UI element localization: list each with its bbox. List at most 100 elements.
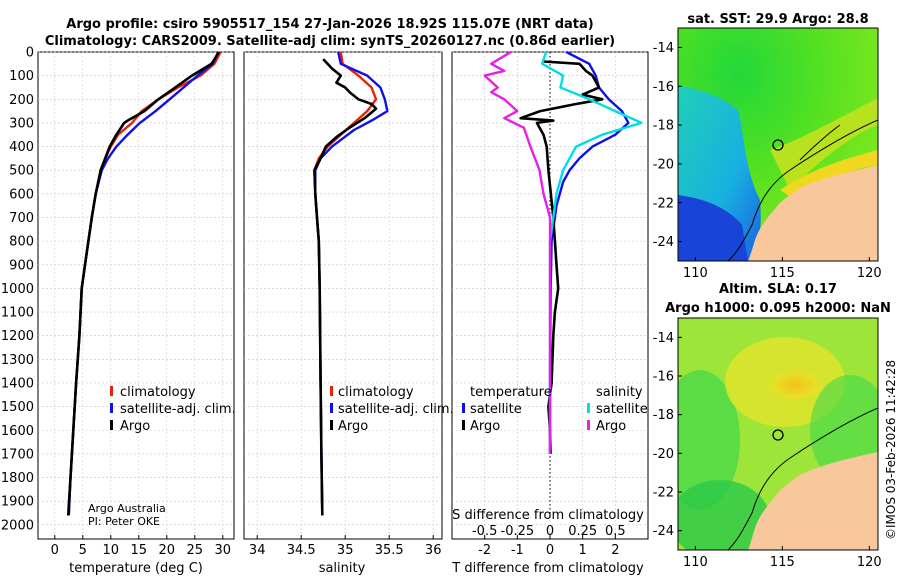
x-tick-label: 2 [611,543,619,558]
t-difference-xlabel: T difference from climatology [451,561,644,576]
x-tick-label: -1 [511,543,524,558]
depth-tick-label: 1200 [1,329,34,344]
map-x-tick-label: 120 [857,266,882,281]
map-y-tick-label: -14 [653,331,674,346]
temperature-panel: 0100200300400500600700800900100011001200… [1,46,236,577]
x-tick-label: 0 [546,543,554,558]
map-x-tick-label: 110 [683,266,708,281]
salinity-xlabel: salinity [319,561,366,576]
x2-tick-label: -0.25 [501,524,535,539]
bathymetry-contour [727,407,878,550]
legend-swatch-satellite [330,403,333,413]
map-x-tick-label: 115 [770,555,795,570]
legend-s-argo: Argo [596,419,626,434]
x-tick-label: 30 [215,543,232,558]
map-x-tick-label: 120 [857,555,882,570]
x-tick-label: 5 [79,543,87,558]
temperature-x-axis: 0 5 10 15 20 25 30 [51,535,231,558]
sla-map-title1: Altim. SLA: 0.17 [719,282,837,297]
legend-swatch-satellite [110,403,113,413]
sla-map-frame [677,317,879,551]
sst-field-deep [678,195,748,261]
depth-tick-label: 0 [26,46,34,61]
x2-tick-label: 0 [546,524,554,539]
depth-tick-label: 1500 [1,400,34,415]
difference-panel: -2 -1 0 1 2 -0.5 -0.25 0 0.25 0.5 S difference fr… [451,50,649,576]
series-line-s-argo [483,50,552,454]
legend-swatch-s-argo [587,420,590,430]
series-line-t-argo [519,60,604,454]
depth-tick-label: 2000 [1,518,34,533]
legend-satellite: satellite-adj. clim. [120,402,236,417]
land [748,165,878,261]
legend-t-argo: Argo [470,419,500,434]
depth-tick-label: 100 [9,69,34,84]
map-y-tick-label: -20 [653,447,674,462]
temperature-legend: climatology satellite-adj. clim. Argo [110,385,236,434]
difference-legend-t: temperature satellite Argo [462,385,552,434]
depth-tick-label: 400 [9,140,34,155]
sla-field-green-west [678,370,740,510]
x-tick-label: 15 [131,543,148,558]
legend-satellite: satellite-adj. clim. [338,402,454,417]
sst-argo-marker [772,139,784,151]
x-tick-label: 36 [425,543,442,558]
sla-map-axes: 110 115 120 -14 -16 -18 -20 -22 -24 [653,331,882,570]
depth-tick-label: 1700 [1,447,34,462]
x2-tick-label: 0.25 [568,524,597,539]
legend-temperature-heading: temperature [470,385,552,400]
depth-tick-label: 200 [9,93,34,108]
x-tick-label: -2 [478,543,491,558]
legend-s-satellite: satellite [596,402,648,417]
x-tick-label: 10 [103,543,120,558]
temperature-grid [38,51,234,539]
depth-tick-label: 300 [9,116,34,131]
sst-map-axes: 110 115 120 -14 -16 -18 -20 -22 -24 [653,41,882,281]
x-tick-label: 34.5 [287,543,316,558]
x-tick-label: 25 [187,543,204,558]
sla-field-orange [760,365,830,405]
legend-swatch-t-argo [462,420,465,430]
legend-argo: Argo [338,419,368,434]
map-y-tick-label: -22 [653,486,674,501]
depth-tick-label: 600 [9,187,34,202]
depth-tick-label: 900 [9,258,34,273]
figure-title-line1: Argo profile: csiro 5905517_154 27-Jan-2… [66,17,593,32]
legend-climatology: climatology [120,385,196,400]
depth-tick-label: 1900 [1,495,34,510]
map-y-tick-label: -16 [653,370,674,385]
depth-tick-label: 1800 [1,471,34,486]
map-y-tick-label: -14 [653,41,674,56]
map-y-tick-label: -24 [653,524,674,539]
x-tick-label: 1 [579,543,587,558]
legend-swatch-s-satellite [587,403,590,413]
bathymetry-contour-inner [799,124,841,161]
x-tick-label: 0 [51,543,59,558]
map-y-tick-label: -24 [653,235,674,250]
map-x-tick-label: 115 [770,266,795,281]
land [748,452,878,550]
salinity-lines [313,51,389,516]
depth-axis: 0 100 200 300 400 500 600 700 800 900 1000 1100 1200… [1,46,34,534]
map-y-tick-label: -18 [653,408,674,423]
legend-climatology: climatology [338,385,414,400]
depth-tick-label: 700 [9,211,34,226]
depth-tick-label: 800 [9,235,34,250]
depth-tick-label: 1300 [1,353,34,368]
legend-swatch-climatology [330,386,333,396]
salinity-legend: climatology satellite-adj. clim. Argo [330,385,454,434]
salinity-axes-frame [243,51,443,540]
x-tick-label: 20 [159,543,176,558]
depth-tick-label: 1100 [1,306,34,321]
figure-title-line2: Climatology: CARS2009. Satellite-adj cli… [45,34,615,49]
sla-map-panel: Altim. SLA: 0.17 Argo h1000: 0.095 h2000… [653,282,891,570]
temperature-xlabel: temperature (deg C) [69,561,203,576]
legend-swatch-argo [330,420,333,430]
legend-swatch-argo [110,420,113,430]
series-line-argo [66,51,221,516]
map-y-tick-label: -18 [653,119,674,134]
x2-tick-label: -0.5 [472,524,497,539]
legend-t-satellite: satellite [470,402,522,417]
legend-swatch-t-satellite [462,403,465,413]
